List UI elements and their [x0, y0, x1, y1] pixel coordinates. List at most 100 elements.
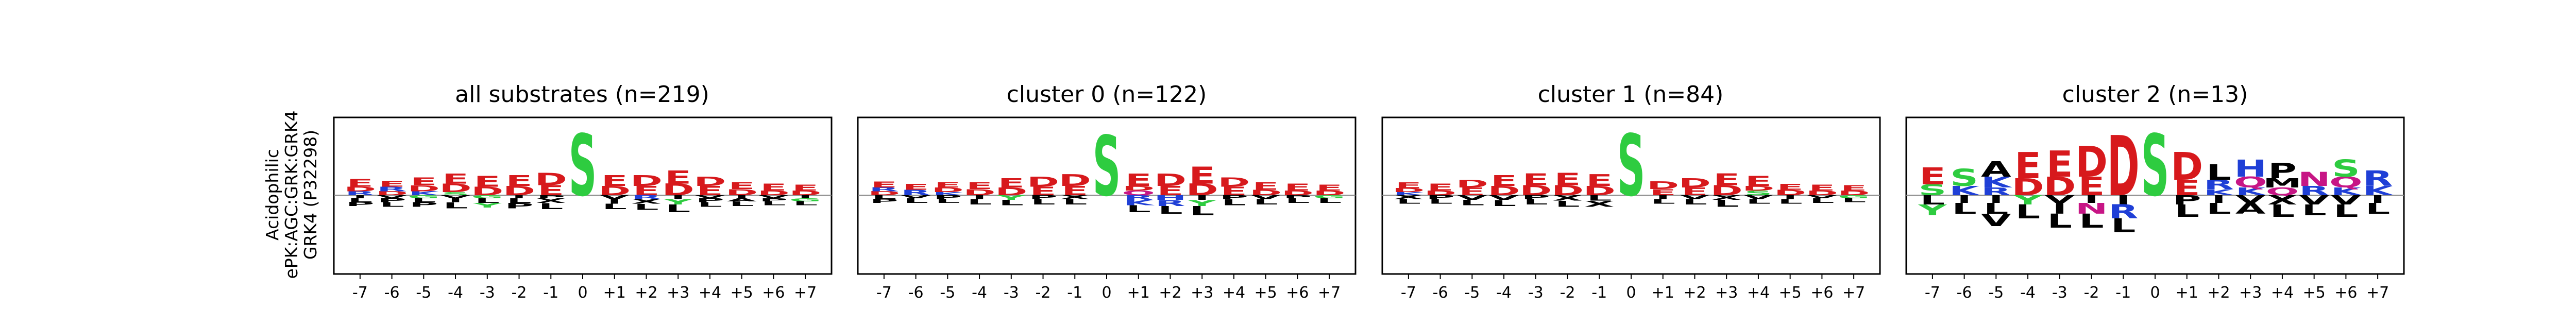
x-tick-label: 0 [578, 284, 587, 302]
logo-letter-D-above: D [1519, 183, 1552, 199]
logo-letter-L-below: L [538, 201, 563, 211]
x-tick-label: +3 [1191, 284, 1213, 302]
logo-letter-S-above: S [442, 191, 470, 196]
logo-letter-V-below: V [1489, 194, 1519, 201]
logo-letter-L-below: L [903, 197, 928, 204]
logo-letter-V-below: V [1743, 194, 1774, 200]
logo-letter-I-below: I [1195, 194, 1209, 201]
logo-letter-R-above: R [377, 185, 406, 193]
x-tick-label: +7 [794, 284, 817, 302]
logo-letter-L-below: L [1714, 198, 1739, 209]
logo-letter-R-below: R [631, 194, 661, 200]
logo-letter-E-above: E [2046, 144, 2073, 185]
logo-letter-Q-above: Q [2329, 174, 2362, 191]
logo-letter-V-below: V [440, 194, 471, 199]
logo-letter-E-above: E [1252, 180, 1279, 193]
logo-letter-D-above: D [757, 190, 790, 197]
logo-letter-E-above: E [1586, 171, 1613, 190]
logo-letter-I-below: I [448, 197, 463, 203]
logo-letter-E-above: E [1030, 184, 1057, 198]
logo-letter-P-below: P [378, 197, 406, 203]
x-tick-label: -6 [384, 284, 400, 302]
logo-letter-D-above: D [1027, 174, 1059, 190]
logo-letter-E-above: E [1395, 180, 1422, 190]
x-tick-label: +3 [2239, 284, 2262, 302]
x-tick-label: -2 [1036, 284, 1051, 302]
logo-letter-I-below: I [2116, 193, 2130, 208]
x-tick-label: -1 [1591, 284, 1607, 302]
logo-letter-I-below: I [1989, 193, 2003, 205]
x-tick-label: -3 [1004, 284, 1019, 302]
logo-letter-X-below: X [1711, 194, 1741, 201]
logo-letter-V-below: V [377, 194, 407, 199]
logo-letter-S-above: S [569, 117, 597, 215]
logo-letter-L-below: L [1809, 197, 1834, 204]
logo-letter-G-below: G [1313, 194, 1345, 199]
logo-letter-D-above: D [868, 190, 900, 196]
logo-letter-R-above: R [1981, 185, 2011, 198]
x-tick-label: +6 [2334, 284, 2357, 302]
logo-letter-Y-below: Y [996, 194, 1026, 201]
panel-title-all-substrates: all substrates (n=219) [455, 81, 709, 108]
logo-letter-E-above: E [1316, 183, 1343, 193]
logo-letter-R-above: R [2299, 184, 2329, 198]
logo-letter-L-below: L [1952, 200, 1976, 217]
logo-letter-E-above: E [1650, 187, 1676, 197]
row-label-line-3: GRK4 (P32298) [300, 130, 320, 260]
logo-letter-D-above: D [598, 184, 631, 198]
logo-letter-V-below: V [1457, 194, 1487, 201]
logo-letter-I-below: I [735, 194, 749, 199]
logo-letter-A-below: A [2235, 200, 2266, 217]
logo-letter-S-above: S [1950, 164, 1978, 192]
logo-letter-D-above: D [1313, 190, 1346, 197]
logo-letter-D-above: D [1249, 188, 1282, 197]
x-tick-label: 0 [1626, 284, 1636, 302]
logo-letter-P-below: P [696, 197, 724, 203]
logo-letter-L-below: L [2302, 201, 2327, 219]
x-tick-label: 0 [2150, 284, 2160, 302]
logo-letter-D-above: D [1122, 185, 1155, 192]
logo-letter-G-below: G [1838, 194, 1870, 199]
logo-letter-E-above: E [1284, 182, 1311, 193]
logo-letter-L-below: L [1651, 198, 1675, 205]
x-tick-label: +6 [1810, 284, 1833, 302]
logo-letter-D-above: D [439, 181, 472, 195]
logo-letter-V-below: V [1250, 194, 1281, 200]
logo-letter-E-above: E [1745, 174, 1772, 190]
logo-letter-D-above: D [1742, 185, 1774, 192]
logo-letter-Y-below: Y [2013, 193, 2043, 208]
logo-letter-L-below: L [1285, 197, 1310, 204]
logo-letter-K-below: K [1123, 198, 1155, 207]
logo-letter-X-below: X [631, 198, 661, 205]
logo-letter-L-below: L [1396, 198, 1421, 205]
x-tick-label: -2 [2084, 284, 2099, 302]
logo-letter-L-below: L [872, 194, 896, 200]
x-tick-label: +2 [1159, 284, 1181, 302]
logo-letter-L-below: L [411, 197, 436, 203]
logo-letter-X-below: X [1060, 194, 1090, 200]
logo-letter-L-below: L [2175, 201, 2199, 221]
x-tick-label: -6 [1433, 284, 1448, 302]
logo-letter-E-above: E [966, 180, 993, 191]
logo-letter-A-above: A [1981, 157, 2011, 182]
logo-letter-D-above: D [1154, 170, 1187, 190]
logo-letter-E-above: E [934, 181, 961, 190]
logo-letter-K-above: K [2204, 187, 2235, 197]
logo-letter-V-below: V [1981, 211, 2011, 230]
logo-letter-L-below: L [506, 197, 531, 204]
logo-letter-E-above: E [347, 177, 374, 190]
x-tick-label: -1 [1067, 284, 1082, 302]
logo-letter-P-below: P [759, 197, 788, 202]
logo-letter-N-above: N [2298, 169, 2330, 191]
logo-letter-K-above: K [2363, 184, 2395, 198]
logo-letter-S-above: S [2141, 117, 2170, 215]
x-tick-label: +5 [1255, 284, 1277, 302]
logo-letter-P-below: P [870, 198, 899, 204]
logo-letter-H-above: H [2234, 155, 2266, 182]
logo-letter-I-below: I [798, 194, 812, 199]
x-tick-label: -3 [480, 284, 495, 302]
logo-letter-E-above: E [2014, 145, 2041, 187]
logo-letter-D-above: D [662, 180, 694, 199]
logo-letter-P-below: P [505, 201, 534, 210]
